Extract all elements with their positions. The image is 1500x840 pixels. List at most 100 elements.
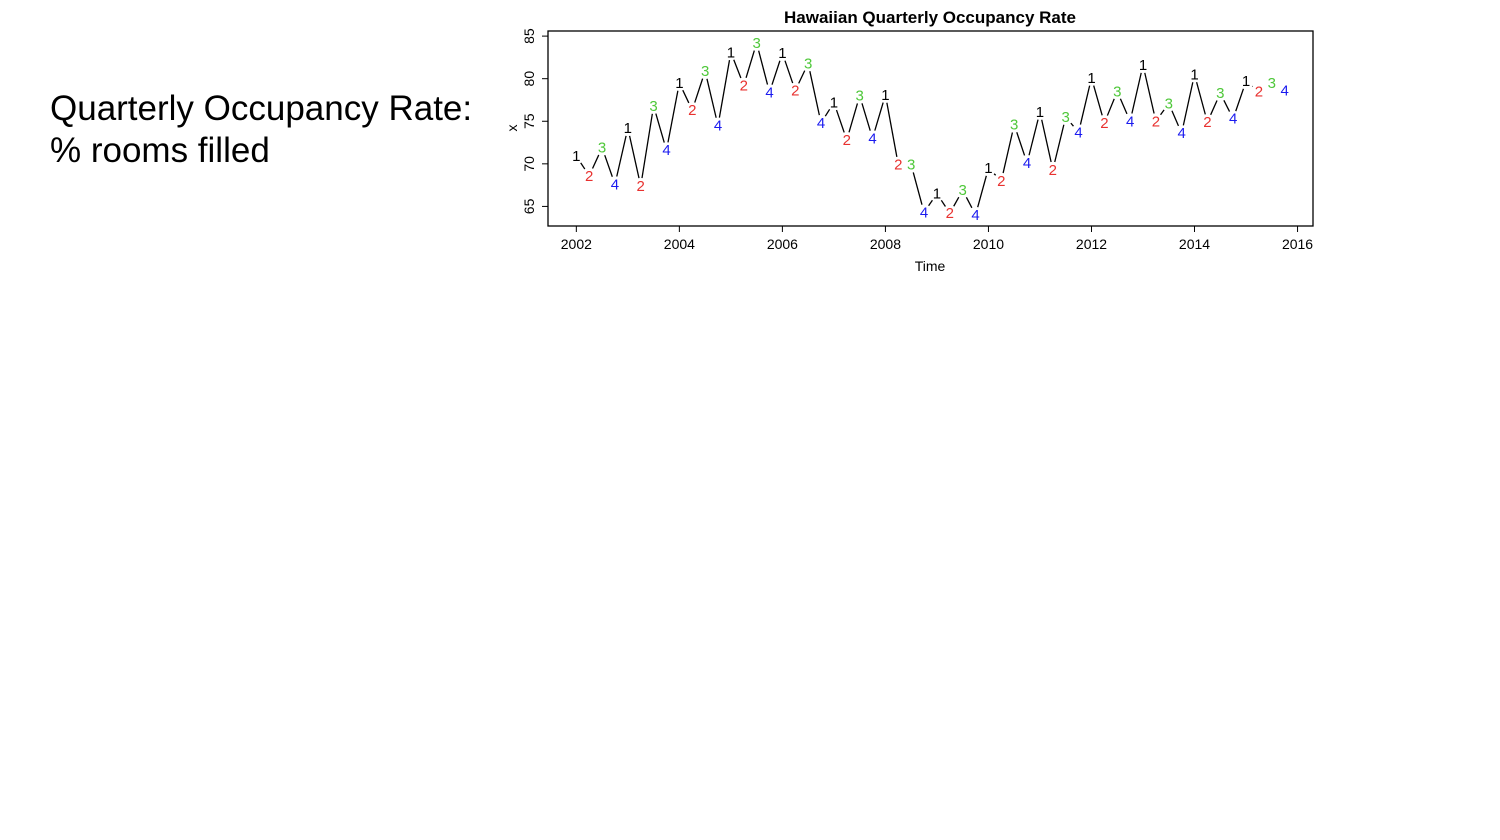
data-point-q3: 3	[959, 182, 967, 199]
series-segment	[965, 197, 973, 209]
series-segment	[1160, 109, 1165, 116]
data-point-q4: 4	[920, 204, 928, 221]
x-tick-label-2002: 2002	[561, 236, 592, 252]
series-segment	[1070, 122, 1074, 127]
series-segment	[771, 60, 781, 85]
series-segment	[1016, 132, 1026, 156]
data-point-q1: 1	[1242, 73, 1250, 90]
data-point-q2: 2	[585, 168, 593, 185]
series-segment	[835, 109, 845, 133]
data-point-q2: 2	[894, 157, 902, 174]
data-point-q4: 4	[1074, 124, 1082, 141]
data-point-q2: 2	[688, 102, 696, 119]
series-segment	[798, 70, 806, 84]
series-segment	[1106, 98, 1115, 116]
data-point-q1: 1	[727, 44, 735, 61]
series-segment	[718, 60, 731, 118]
plot-frame	[547, 30, 1314, 227]
data-point-q4: 4	[1280, 83, 1288, 100]
data-point-q2: 2	[637, 178, 645, 195]
series-segment	[940, 199, 946, 207]
y-axis: 65 70 75 80 85	[521, 28, 548, 214]
data-point-q4: 4	[817, 115, 825, 132]
series-segment	[977, 175, 987, 208]
x-axis: 2002 2004 2006 2008 2010 2012 2014 2016	[561, 226, 1313, 252]
series-segment	[809, 71, 820, 116]
series-segment	[1054, 124, 1065, 163]
data-point-q3: 3	[1062, 109, 1070, 126]
data-point-q4: 4	[714, 118, 722, 135]
data-point-q1: 1	[881, 87, 889, 104]
series-segment	[1210, 100, 1218, 116]
x-tick-label-2004: 2004	[664, 236, 695, 252]
series-segment	[682, 89, 690, 104]
data-point-q3: 3	[649, 98, 657, 115]
series-segment	[758, 50, 769, 85]
data-point-q4: 4	[1177, 125, 1185, 142]
data-point-q3: 3	[752, 35, 760, 52]
data-point-q3: 3	[1113, 83, 1121, 100]
data-point-q3: 3	[855, 88, 863, 105]
data-point-q4: 4	[765, 84, 773, 101]
y-tick-label-85: 85	[521, 28, 537, 44]
x-tick-label-2016: 2016	[1282, 236, 1313, 252]
series-segment	[1079, 85, 1091, 125]
series-segment	[604, 154, 613, 177]
series-segment	[694, 78, 704, 103]
data-point-q2: 2	[791, 83, 799, 100]
series-segment	[861, 103, 871, 131]
series-segment	[912, 172, 923, 205]
slide-title-line-1: Quarterly Occupancy Rate:	[50, 89, 473, 128]
series-segment	[928, 199, 933, 207]
data-point-q3: 3	[804, 55, 812, 72]
series-segment	[1182, 82, 1194, 126]
series-segment	[591, 154, 600, 169]
data-point-q3: 3	[1216, 85, 1224, 102]
data-point-q1: 1	[1036, 104, 1044, 121]
series-segment	[733, 59, 742, 79]
series-segment	[993, 173, 997, 176]
data-point-q2: 2	[1100, 115, 1108, 132]
y-axis-label: x	[504, 125, 520, 132]
data-point-q2: 2	[1152, 113, 1160, 130]
series-segment	[628, 135, 640, 179]
data-point-q4: 4	[611, 176, 619, 193]
x-tick-label-2014: 2014	[1179, 236, 1210, 252]
series-segment	[706, 78, 717, 118]
slide-title: Quarterly Occupancy Rate: % rooms filled	[50, 88, 500, 172]
y-tick-label-75: 75	[521, 113, 537, 129]
series-segment	[874, 102, 884, 131]
series-segment	[1144, 72, 1155, 114]
series-segment	[1028, 119, 1039, 156]
data-point-q4: 4	[868, 130, 876, 147]
series-segment	[1131, 72, 1142, 114]
data-point-q4: 4	[662, 142, 670, 159]
data-point-q2: 2	[1255, 83, 1263, 100]
data-point-q1: 1	[572, 148, 580, 165]
series-segment	[953, 196, 960, 207]
data-point-q4: 4	[1229, 111, 1237, 128]
data-point-q2: 2	[740, 77, 748, 94]
data-point-q2: 2	[843, 132, 851, 149]
data-point-q2: 2	[1049, 162, 1057, 179]
chart-title: Hawaiian Quarterly Occupancy Rate	[784, 8, 1076, 27]
series-segment	[824, 108, 831, 117]
series-segment	[616, 135, 627, 177]
x-tick-label-2006: 2006	[767, 236, 798, 252]
data-point-q1: 1	[675, 75, 683, 92]
data-point-q1: 1	[984, 160, 992, 177]
series-segment	[1235, 88, 1245, 112]
data-point-q1: 1	[1139, 57, 1147, 74]
series-segment	[1119, 98, 1128, 115]
data-point-q3: 3	[1165, 95, 1173, 112]
data-point-q1: 1	[933, 186, 941, 203]
series-segment	[1171, 110, 1180, 127]
data-point-q1: 1	[830, 95, 838, 112]
x-axis-label: Time	[915, 258, 946, 274]
data-point-q2: 2	[946, 205, 954, 222]
series-segment	[1195, 81, 1206, 115]
data-point-q4: 4	[971, 207, 979, 224]
series-segment	[655, 113, 665, 143]
data-point-q1: 1	[624, 120, 632, 137]
